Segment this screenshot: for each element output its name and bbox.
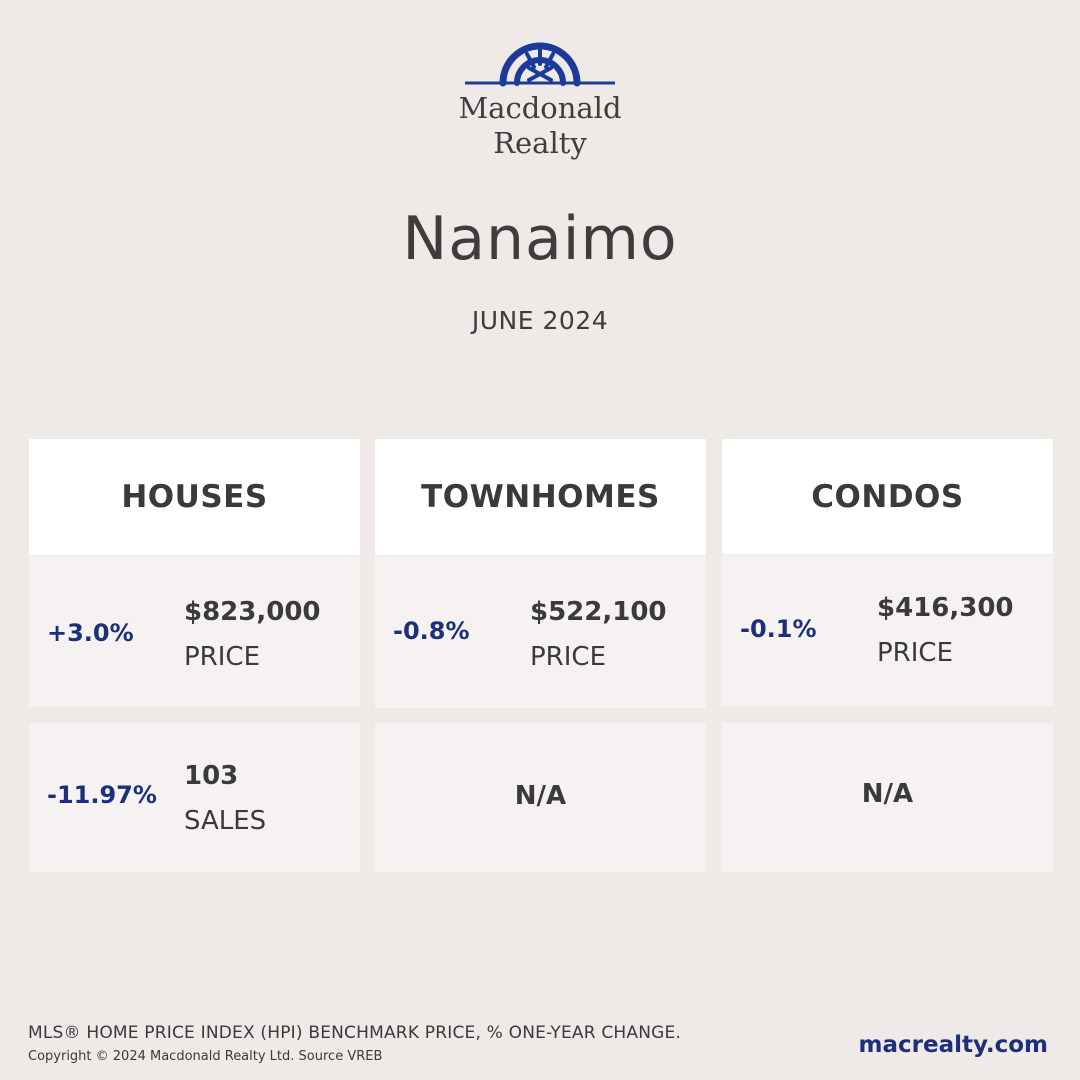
sales-na: N/A bbox=[861, 779, 914, 809]
sales-na: N/A bbox=[514, 781, 567, 811]
price-value: $823,000 bbox=[184, 597, 321, 627]
logo-text-realty: Realty bbox=[493, 126, 587, 160]
price-label: PRICE bbox=[530, 642, 606, 672]
price-change: -0.1% bbox=[740, 615, 817, 643]
website-link[interactable]: macrealty.com bbox=[858, 1032, 1048, 1058]
sales-label: SALES bbox=[184, 806, 267, 836]
card-title: HOUSES bbox=[29, 439, 360, 555]
copyright-text: Copyright © 2024 Macdonald Realty Ltd. S… bbox=[28, 1049, 383, 1064]
price-cell: -0.8% $522,100 PRICE bbox=[375, 556, 706, 708]
brand-logo: Macdonald Realty bbox=[440, 38, 640, 168]
price-value: $522,100 bbox=[530, 597, 667, 627]
sales-cell: N/A bbox=[375, 723, 706, 872]
sunburst-logo-icon bbox=[465, 42, 615, 87]
methodology-note: MLS® HOME PRICE INDEX (HPI) BENCHMARK PR… bbox=[28, 1023, 682, 1043]
price-value: $416,300 bbox=[877, 593, 1014, 623]
price-change: -0.8% bbox=[393, 617, 470, 645]
card-title: CONDOS bbox=[722, 439, 1053, 554]
price-label: PRICE bbox=[877, 638, 953, 668]
report-period: JUNE 2024 bbox=[471, 306, 609, 335]
sales-value: 103 bbox=[184, 761, 239, 791]
price-cell: +3.0% $823,000 PRICE bbox=[29, 556, 360, 707]
price-cell: -0.1% $416,300 PRICE bbox=[722, 555, 1053, 706]
price-label: PRICE bbox=[184, 642, 260, 672]
logo-text-macdonald: Macdonald bbox=[458, 91, 622, 125]
city-title: Nanaimo bbox=[402, 204, 678, 274]
price-change: +3.0% bbox=[47, 619, 134, 647]
sales-change: -11.97% bbox=[47, 781, 157, 809]
sales-cell: N/A bbox=[722, 723, 1053, 872]
card-title: TOWNHOMES bbox=[375, 439, 706, 555]
sales-cell: -11.97% 103 SALES bbox=[29, 723, 360, 872]
